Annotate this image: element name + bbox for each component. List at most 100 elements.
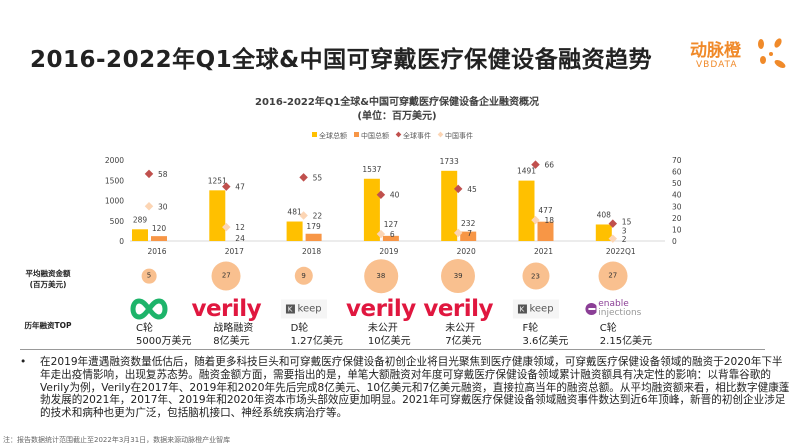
bar-global-label: 1251 bbox=[208, 176, 227, 185]
marker-global-events bbox=[376, 190, 386, 199]
avg-funding-bubble: 27 bbox=[598, 261, 628, 291]
extra-data-label: 24 bbox=[235, 234, 245, 243]
infinity-logo-icon bbox=[130, 298, 168, 320]
bar-china-total bbox=[460, 231, 477, 241]
marker-global-events bbox=[222, 182, 231, 191]
bar-global-label: 481 bbox=[287, 208, 302, 217]
global-events-label: 47 bbox=[235, 183, 245, 192]
deal-amount: 10亿美元 bbox=[367, 336, 411, 347]
top-deal-logo: verily bbox=[346, 296, 416, 322]
top-deal-info: C轮 5000万美元 bbox=[136, 322, 191, 348]
right-tick-label: 0 bbox=[672, 237, 677, 246]
chart-legend: 全球总额 中国总额 全球事件 中国事件 bbox=[312, 131, 473, 140]
legend-marker-0 bbox=[312, 132, 317, 137]
china-events-label: 2 bbox=[622, 235, 627, 244]
marker-china-events bbox=[222, 222, 231, 232]
china-events-label: 6 bbox=[390, 230, 395, 239]
avg-funding-bubble: 23 bbox=[521, 262, 550, 290]
top-row-label: 历年融资TOP bbox=[24, 321, 72, 330]
legend-marker-2 bbox=[395, 131, 402, 138]
global-events-label: 58 bbox=[158, 170, 168, 179]
marker-china-events bbox=[299, 211, 308, 220]
deal-amount: 8亿美元 bbox=[213, 336, 250, 347]
marker-china-events bbox=[376, 229, 386, 239]
bullet-icon: • bbox=[20, 356, 27, 368]
legend-label-0: 全球总额 bbox=[319, 131, 347, 140]
brand-logo: 动脉橙 VBDATA bbox=[690, 36, 790, 76]
divider bbox=[20, 349, 765, 350]
bar-global-label: 1537 bbox=[362, 165, 381, 174]
keep-text: keep bbox=[297, 303, 322, 315]
category-label: 2021 bbox=[534, 247, 553, 256]
avg-funding-bubble: 39 bbox=[441, 259, 476, 293]
deal-amount: 2.15亿美元 bbox=[599, 336, 653, 347]
legend-label-3: 中国事件 bbox=[445, 131, 473, 140]
marker-china-events bbox=[453, 228, 463, 238]
right-tick-label: 70 bbox=[672, 156, 682, 165]
legend-label-2: 全球事件 bbox=[403, 131, 431, 140]
deal-amount: 7亿美元 bbox=[445, 336, 482, 347]
global-events-label: 15 bbox=[622, 218, 632, 227]
bar-global-total bbox=[595, 224, 612, 241]
bar-global-total bbox=[286, 221, 303, 241]
enable-text: enable bbox=[598, 299, 629, 309]
marker-global-events bbox=[453, 184, 463, 194]
summary-text: 在2019年遭遇融资数量低估后，随着更多科技巨头和可穿戴医疗保健设备初创企业将目… bbox=[40, 356, 790, 420]
injections-text: injections bbox=[598, 308, 642, 318]
right-tick-label: 30 bbox=[672, 202, 682, 211]
funding-chart: 2016-2022年Q1全球&中国可穿戴医疗保健设备企业融资概况 (单位：百万美… bbox=[105, 95, 682, 256]
right-tick-label: 40 bbox=[672, 191, 682, 200]
chart-subtitle: (单位：百万美元) bbox=[357, 109, 436, 122]
top-deal-logo: verily bbox=[423, 296, 493, 322]
global-events-label: 40 bbox=[390, 191, 400, 200]
extra-data-label: 3 bbox=[622, 227, 627, 236]
deal-round: C轮 bbox=[136, 323, 153, 334]
top-deal-info: D轮 1.27亿美元 bbox=[291, 322, 343, 348]
avg-row-label: 平均融资金额 (百万美元) bbox=[3, 268, 93, 290]
enable-e-icon bbox=[585, 303, 597, 315]
category-label: 2019 bbox=[379, 247, 398, 256]
bar-china-total bbox=[305, 233, 322, 241]
verily-logo: verily bbox=[191, 296, 262, 322]
bar-global-total bbox=[441, 170, 458, 241]
deal-round: D轮 bbox=[290, 323, 309, 334]
page-title: 2016-2022年Q1全球&中国可穿戴医疗保健设备融资趋势 bbox=[30, 47, 653, 73]
bar-global-total bbox=[209, 190, 226, 241]
bar-china-label: 232 bbox=[461, 219, 476, 228]
deal-amount: 5000万美元 bbox=[136, 336, 192, 347]
top-deal-info: 战略融资 8亿美元 bbox=[213, 322, 253, 348]
china-events-label: 12 bbox=[235, 223, 245, 232]
deal-round: 未公开 bbox=[367, 323, 398, 334]
top-deal-logo: verily bbox=[191, 296, 261, 322]
avg-funding-bubble: 9 bbox=[294, 266, 313, 286]
marker-global-events bbox=[299, 173, 308, 182]
bar-china-label: 127 bbox=[384, 220, 399, 229]
global-events-label: 55 bbox=[313, 173, 323, 182]
keep-text: keep bbox=[529, 303, 554, 315]
right-tick-label: 10 bbox=[672, 225, 682, 234]
legend-marker-3 bbox=[437, 131, 444, 138]
avg-funding-bubble: 38 bbox=[364, 259, 398, 293]
deal-round: 未公开 bbox=[445, 323, 476, 334]
bar-global-label: 1491 bbox=[517, 167, 536, 176]
china-events-label: 18 bbox=[545, 216, 555, 225]
top-deal-info: F轮 3.6亿美元 bbox=[523, 322, 569, 348]
avg-funding-bubble: 5 bbox=[141, 268, 157, 284]
bar-china-label: 120 bbox=[152, 224, 167, 233]
left-tick-label: 1000 bbox=[105, 197, 124, 206]
brand-en: VBDATA bbox=[696, 60, 738, 70]
deal-round: 战略融资 bbox=[213, 323, 254, 334]
keep-k-icon: K bbox=[285, 304, 295, 314]
top-deal-info: C轮 2.15亿美元 bbox=[600, 322, 652, 348]
bar-china-total bbox=[382, 235, 399, 241]
bar-global-total bbox=[132, 229, 148, 241]
left-tick-label: 0 bbox=[119, 237, 124, 246]
category-label: 2020 bbox=[457, 247, 476, 256]
chart-title: 2016-2022年Q1全球&中国可穿戴医疗保健设备企业融资概况 bbox=[255, 95, 539, 108]
deal-amount: 1.27亿美元 bbox=[290, 336, 343, 347]
avg-funding-bubble: 27 bbox=[211, 261, 241, 291]
